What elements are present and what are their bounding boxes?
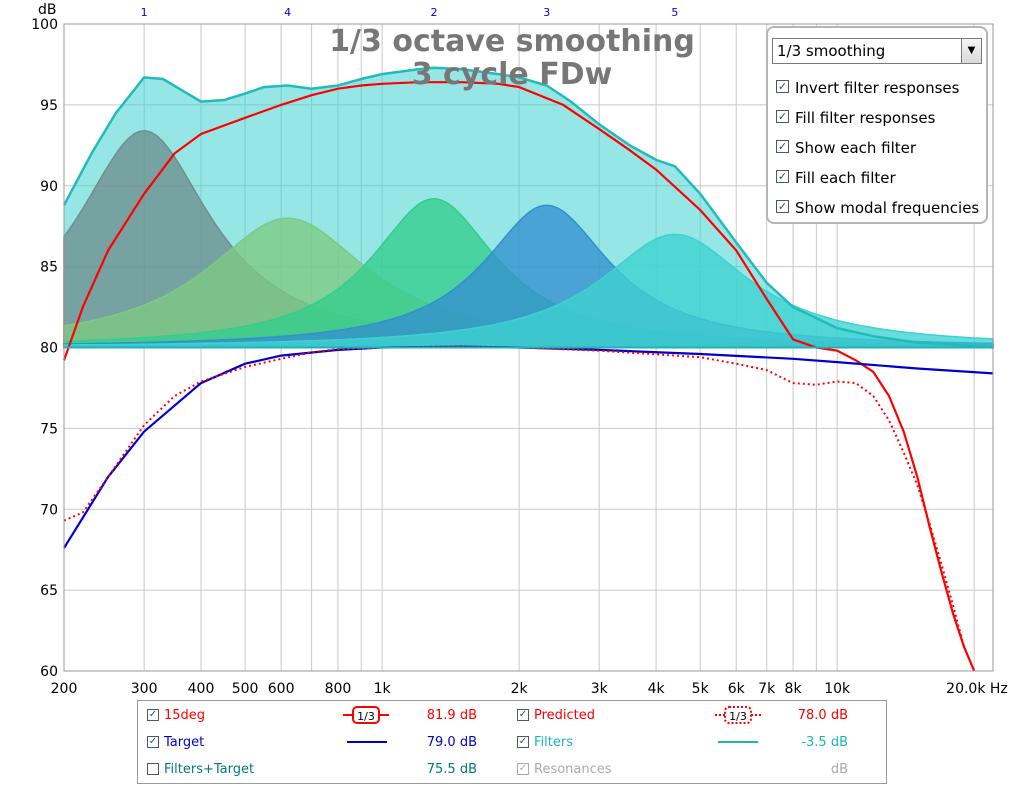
legend-label: Filters+Target	[164, 762, 255, 777]
option-label: Show modal frequencies	[795, 199, 980, 217]
legend-panel: ✓ 15deg 1/3 81.9 dB ✓ Target 79.0 dB Filte…	[137, 700, 887, 784]
y-tick-label: 75	[40, 421, 58, 437]
legend-value-target: 79.0 dB	[426, 735, 477, 750]
filter-fills	[63, 67, 994, 349]
invert-filter-responses-option[interactable]: ✓ Invert filter responses	[776, 78, 959, 98]
y-tick-label: 85	[40, 260, 58, 276]
legend-item-predicted[interactable]: ✓ Predicted	[517, 708, 595, 724]
checkbox-icon[interactable]: ✓	[776, 170, 789, 183]
legend-value-filters: -3.5 dB	[801, 735, 848, 750]
legend-value-resonances: dB	[830, 762, 848, 777]
x-tick-label: 20.0k Hz	[946, 681, 1008, 697]
x-tick-label: 800	[325, 681, 352, 697]
target-line-symbol	[347, 741, 387, 743]
show-modal-frequencies-option[interactable]: ✓ Show modal frequencies	[776, 198, 979, 218]
checkbox-icon[interactable]: ✓	[776, 140, 789, 153]
x-tick-label: 3k	[591, 681, 609, 697]
fill-filter-responses-option[interactable]: ✓ Fill filter responses	[776, 108, 935, 128]
checkbox-icon[interactable]: ✓	[147, 735, 159, 748]
y-tick-label: 95	[40, 98, 58, 114]
x-tick-label: 1k	[374, 681, 392, 697]
legend-value-predicted: 78.0 dB	[797, 708, 848, 723]
legend-label: Target	[164, 735, 205, 750]
legend-item-filters[interactable]: ✓ Filters	[517, 735, 573, 751]
legend-item-filters-target[interactable]: Filters+Target	[147, 762, 254, 778]
x-tick-label: 300	[131, 681, 158, 697]
x-tick-label: 200	[51, 681, 78, 697]
svg-text:1/3: 1/3	[729, 710, 747, 723]
checkbox-icon[interactable]: ✓	[517, 708, 529, 721]
fill-each-filter-option[interactable]: ✓ Fill each filter	[776, 168, 896, 188]
checkbox-icon[interactable]: ✓	[776, 80, 789, 93]
filters-line-symbol	[718, 741, 758, 743]
y-tick-label: 65	[40, 583, 58, 599]
x-tick-label: 8k	[785, 681, 803, 697]
modal-frequency-labels: 1 4 2 3 5	[141, 6, 679, 19]
legend-label: Predicted	[534, 708, 596, 723]
checkbox-icon[interactable]: ✓	[517, 735, 529, 748]
smoothing-select-value: 1/3 smoothing	[777, 42, 886, 60]
y-tick-label: 90	[40, 179, 58, 195]
series-15deg-line	[62, 81, 976, 672]
checkbox-icon[interactable]	[147, 762, 159, 775]
modal-frequency-label: 2	[430, 6, 437, 19]
chart-subtitle: 3 cycle FDw	[412, 57, 613, 92]
modal-frequency-label: 3	[543, 6, 550, 19]
options-panel: 1/3 smoothing ▼ ✓ Invert filter responses…	[766, 26, 988, 224]
legend-value-filters-target: 75.5 dB	[426, 762, 477, 777]
option-label: Show each filter	[795, 139, 917, 157]
option-label: Fill filter responses	[795, 109, 936, 127]
y-tick-label: 100	[31, 17, 58, 33]
x-tick-label: 2k	[511, 681, 529, 697]
x-tick-label: 4k	[648, 681, 666, 697]
legend-label: Resonances	[534, 762, 612, 777]
legend-label: 15deg	[164, 708, 206, 723]
legend-item-target[interactable]: ✓ Target	[147, 735, 204, 751]
plot-border	[63, 23, 994, 672]
smoothing-symbol-solid: 1/3	[343, 706, 389, 724]
modal-frequency-label: 1	[141, 6, 148, 19]
x-tick-label: 5k	[692, 681, 710, 697]
legend-item-15deg[interactable]: ✓ 15deg	[147, 708, 205, 724]
checkbox-icon[interactable]: ✓	[147, 708, 159, 721]
axes: 60 65 70 75 80 85 90 95 100 200 300 400 500 600 800 1k 2…	[31, 2, 1008, 697]
checkbox-icon[interactable]: ✓	[776, 110, 789, 123]
legend-item-resonances[interactable]: ✓ Resonances	[517, 762, 612, 778]
series-predicted-line	[63, 345, 976, 672]
x-tick-label: 400	[188, 681, 215, 697]
x-tick-label: 500	[232, 681, 259, 697]
legend-label: Filters	[534, 735, 573, 750]
series-lines	[62, 66, 994, 672]
modal-frequency-label: 5	[671, 6, 678, 19]
y-tick-label: 60	[40, 664, 58, 680]
series-filters-line	[62, 66, 994, 349]
checkbox-icon[interactable]: ✓	[776, 200, 789, 213]
modal-frequency-label: 4	[284, 6, 291, 19]
svg-text:1/3: 1/3	[357, 710, 375, 723]
x-tick-label: 10k	[824, 681, 851, 697]
legend-value-15deg: 81.9 dB	[426, 708, 477, 723]
y-axis-label: dB	[38, 2, 57, 18]
x-tick-label: 7k	[758, 681, 776, 697]
y-tick-label: 70	[40, 502, 58, 518]
x-tick-label: 600	[268, 681, 295, 697]
checkbox-icon[interactable]: ✓	[517, 762, 529, 775]
smoothing-symbol-dotted: 1/3	[715, 706, 761, 724]
show-each-filter-option[interactable]: ✓ Show each filter	[776, 138, 916, 158]
series-filters-fill	[64, 67, 993, 348]
option-label: Fill each filter	[795, 169, 896, 187]
chevron-down-icon[interactable]: ▼	[961, 39, 981, 63]
chart-title: 1/3 octave smoothing	[329, 24, 695, 59]
option-label: Invert filter responses	[795, 79, 960, 97]
x-tick-label: 6k	[728, 681, 746, 697]
y-tick-label: 80	[40, 341, 58, 357]
smoothing-select[interactable]: 1/3 smoothing ▼	[772, 38, 982, 64]
